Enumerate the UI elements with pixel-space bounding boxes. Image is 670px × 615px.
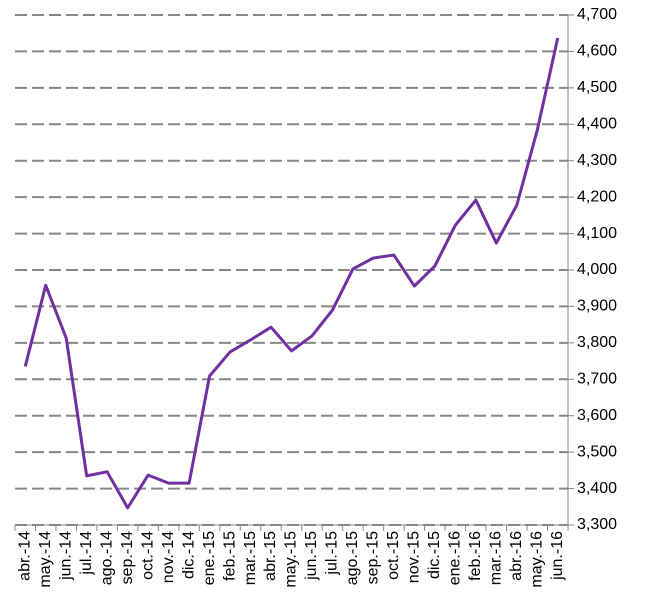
y-tick-label: 3,400: [577, 480, 617, 497]
y-tick-label: 3,600: [577, 407, 617, 424]
x-tick-label: mar.-16: [488, 531, 505, 585]
x-tick-label: abr.-15: [262, 531, 279, 581]
x-tick-label: mar.-15: [242, 531, 259, 585]
line-series: [23, 37, 560, 510]
y-tick-label: 4,600: [577, 43, 617, 60]
x-tick-label: jul.-15: [324, 531, 341, 576]
x-tick-label: feb.-15: [221, 531, 238, 581]
x-tick-label: sep.-15: [365, 531, 382, 584]
x-tick-label: ene.-16: [447, 531, 464, 585]
y-tick-label: 4,100: [577, 225, 617, 242]
y-tick-label: 3,700: [577, 371, 617, 388]
y-tick-label: 4,200: [577, 188, 617, 205]
x-tick-label: abr.-16: [508, 531, 525, 581]
x-tick-label: jul.-14: [78, 531, 95, 576]
x-tick-label: feb.-16: [467, 531, 484, 581]
x-tick-label: jun.-15: [303, 531, 320, 581]
x-tick-label: ago.-14: [98, 531, 115, 585]
x-tick-label: ago.-15: [344, 531, 361, 585]
x-tick-label: jun.-14: [57, 531, 74, 581]
x-tick-label: dic.-14: [180, 531, 197, 579]
x-tick-label: may.-16: [528, 531, 545, 588]
y-tick-label: 3,900: [577, 298, 617, 315]
x-tick-label: dic.-15: [426, 531, 443, 579]
y-tick-label: 4,000: [577, 261, 617, 278]
x-tick-label: nov.-14: [160, 531, 177, 583]
y-tick-label: 4,300: [577, 152, 617, 169]
x-tick-label: ene.-15: [201, 531, 218, 585]
x-tick-label: abr.-14: [16, 531, 33, 581]
y-tick-label: 3,500: [577, 443, 617, 460]
x-tick-label: may.-14: [37, 531, 54, 588]
x-tick-label: may.-15: [283, 531, 300, 588]
x-tick-label: nov.-15: [406, 531, 423, 583]
y-tick-label: 4,500: [577, 79, 617, 96]
x-tick-label: jun.-16: [549, 531, 566, 581]
y-tick-label: 3,800: [577, 334, 617, 351]
x-tick-label: sep.-14: [119, 531, 136, 584]
x-tick-label: oct.-15: [385, 531, 402, 580]
y-tick-label: 4,700: [577, 6, 617, 23]
x-tick-label: oct.-14: [139, 531, 156, 580]
y-tick-label: 3,300: [577, 516, 617, 533]
y-tick-label: 4,400: [577, 116, 617, 133]
